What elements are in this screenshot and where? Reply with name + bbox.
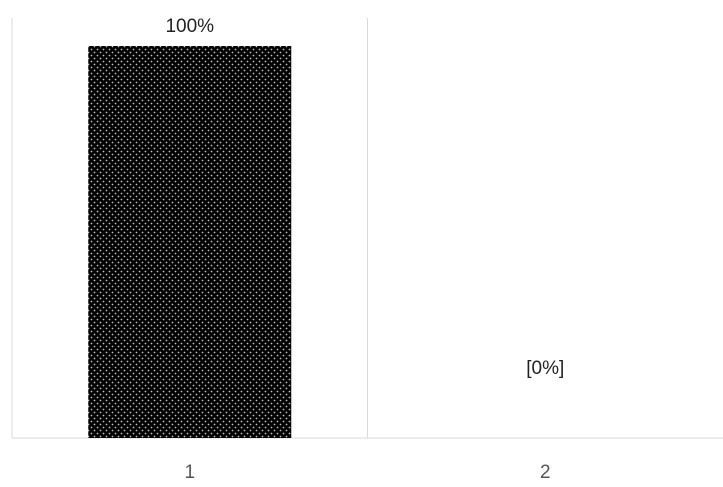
data-label-1: 100%: [165, 16, 214, 37]
bars-group: [88, 46, 292, 438]
bar-1: [88, 46, 292, 438]
x-tick-label-1: 1: [184, 462, 195, 482]
labels-group: 100% 1 [0%] 2: [165, 16, 564, 483]
x-tick-label-2: 2: [540, 462, 551, 482]
data-label-2: [0%]: [526, 358, 564, 379]
